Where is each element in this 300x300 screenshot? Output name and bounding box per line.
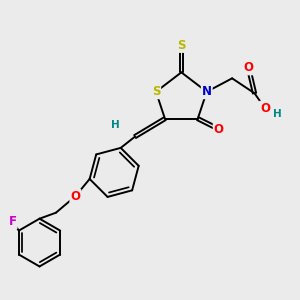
Text: S: S [177,39,186,52]
Text: H: H [272,109,281,119]
Text: N: N [202,85,212,98]
Text: O: O [70,190,80,203]
Text: H: H [111,120,120,130]
Text: O: O [214,123,224,136]
Text: S: S [152,85,160,98]
Text: O: O [244,61,254,74]
Text: O: O [260,102,270,115]
Text: F: F [9,215,16,228]
